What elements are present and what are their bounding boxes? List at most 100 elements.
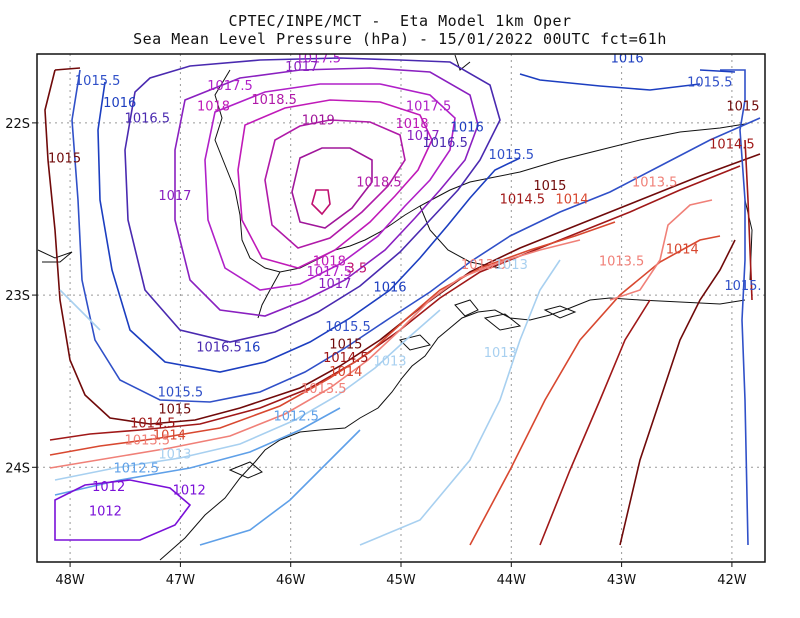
isobar-1019: [291, 147, 373, 229]
isobar-label: 1017: [407, 129, 440, 144]
isobar-label: 1016: [451, 120, 484, 135]
isobar-label: 1012.5: [114, 461, 160, 476]
isobar-label: 1015.5: [489, 148, 535, 163]
isobar-label: 1017.5: [406, 100, 452, 115]
isobar-label: 1014: [555, 193, 588, 208]
isobar-1014: [469, 235, 721, 546]
isobar-label: 1016.5: [422, 136, 468, 151]
isobar-labels: 1017.510171015.510161016.5101510171017.5…: [48, 51, 762, 519]
state-border: [257, 271, 281, 319]
isobar-1012-5: [199, 429, 361, 546]
isobar-label: 1018: [313, 255, 346, 270]
isobar-label: 1016.5: [125, 112, 171, 127]
y-tick-label: 24S: [5, 461, 30, 476]
isobar-1016: [97, 81, 521, 373]
coastline-segment: [454, 299, 479, 317]
isobar-1016-5: [124, 57, 501, 343]
x-tick-label: 46W: [276, 573, 306, 588]
isobar-label: 1014: [153, 429, 186, 444]
isobar-1017-5: [204, 83, 456, 291]
y-tick-label: 23S: [5, 289, 30, 304]
isobar-label: 1013.5: [599, 255, 645, 270]
x-tick-label: 42W: [717, 573, 747, 588]
isobar-label: 1015.5: [325, 320, 371, 335]
isobar-label: 1018: [395, 117, 428, 132]
isobar-label: 1018.5: [356, 175, 402, 190]
map-title-line1: CPTEC/INPE/MCT - Eta Model 1km Oper: [228, 12, 572, 30]
isobar-label: 1016: [103, 96, 136, 111]
x-tick-label: 47W: [166, 573, 196, 588]
x-tick-label: 48W: [55, 573, 85, 588]
isobar-label: 1013.5: [632, 175, 678, 190]
isobar-1013: [54, 309, 441, 481]
isobar-label: 1012: [89, 504, 122, 519]
isobar-label: 1016: [373, 280, 406, 295]
isobar-label: 1014: [329, 365, 362, 380]
isobar-label: 1019: [302, 113, 335, 128]
isobar-label: 1014.5: [323, 351, 369, 366]
isobar-label: 1014.5: [500, 193, 546, 208]
isobar-label: 1016: [611, 51, 644, 66]
isobar-label: 1014.5: [709, 138, 755, 153]
x-tick-label: 44W: [497, 573, 527, 588]
isobar-1016: [699, 69, 736, 73]
isobar-label: 1018: [197, 100, 230, 115]
isobar-1012: [54, 479, 192, 541]
isobar-1014-5: [539, 299, 651, 546]
isobar-1017: [174, 67, 479, 317]
isobar-label: 1014.5: [130, 417, 176, 432]
isobar-label: 1017: [318, 277, 351, 292]
isobar-label: 1013: [373, 355, 406, 370]
isobar-label: 1015: [48, 151, 81, 166]
isobar-1018-5: [264, 119, 406, 249]
isobars: [44, 57, 761, 546]
isobar-label: 1017.5: [296, 51, 342, 66]
isobar-label: 1013: [158, 448, 191, 463]
state-border: [37, 249, 73, 263]
isobar-label: 1017.5: [207, 79, 253, 94]
isobar-label: 1017: [285, 60, 318, 75]
isobar-1013-5: [609, 199, 713, 301]
isobar-label: 1012: [92, 480, 125, 495]
isobar-label: 1013.5: [125, 434, 171, 449]
isobar-label: 1015.: [724, 279, 761, 294]
x-tick-label: 45W: [386, 573, 416, 588]
isobar-label: 16: [244, 341, 261, 356]
isobar-label: 1015.5: [75, 74, 121, 89]
isobar-label: 1014: [666, 243, 699, 258]
state-border: [214, 69, 746, 273]
isobar-label: 1012: [173, 484, 206, 499]
isobar-1016: [519, 73, 701, 91]
isobar-label: 1017.5: [307, 265, 353, 280]
isobar-1015-5: [720, 69, 749, 546]
isobar-label: 1015.5: [158, 386, 204, 401]
isobar-label: 1013.5: [461, 258, 507, 273]
isobar-label: 3.5: [347, 262, 368, 277]
isobar-1013-5: [49, 239, 581, 469]
isobar-label: 1018.5: [251, 93, 297, 108]
isobar-1013: [59, 289, 101, 331]
isobar-1014-5: [744, 139, 753, 301]
isobar-label: 1015: [726, 100, 759, 115]
y-tick-label: 22S: [5, 117, 30, 132]
state-border: [419, 205, 501, 269]
isobar-label: 1012.5: [273, 410, 319, 425]
axis-ticks: 48W 47W 46W 45W 44W 43W 42W 22S 23S 24S: [5, 117, 747, 588]
state-border: [454, 54, 471, 71]
isobar-1019-5: [311, 189, 331, 216]
isobar-1015-5: [71, 69, 761, 403]
isobar-label: 1015: [158, 403, 191, 418]
coastline-segment: [483, 313, 522, 331]
isobar-1018: [237, 99, 433, 269]
isobar-1014-5: [49, 165, 741, 441]
isobar-1013: [359, 259, 561, 546]
coastline-segment: [399, 334, 431, 351]
isobar-label: 1015.5: [687, 76, 733, 91]
isobar-1015: [54, 67, 81, 71]
isobar-label: 1013: [495, 258, 528, 273]
coastline-segment: [543, 305, 577, 319]
isobar-1014: [49, 221, 616, 456]
isobar-label: 1017: [158, 189, 191, 204]
isobar-label: 1015: [329, 337, 362, 352]
